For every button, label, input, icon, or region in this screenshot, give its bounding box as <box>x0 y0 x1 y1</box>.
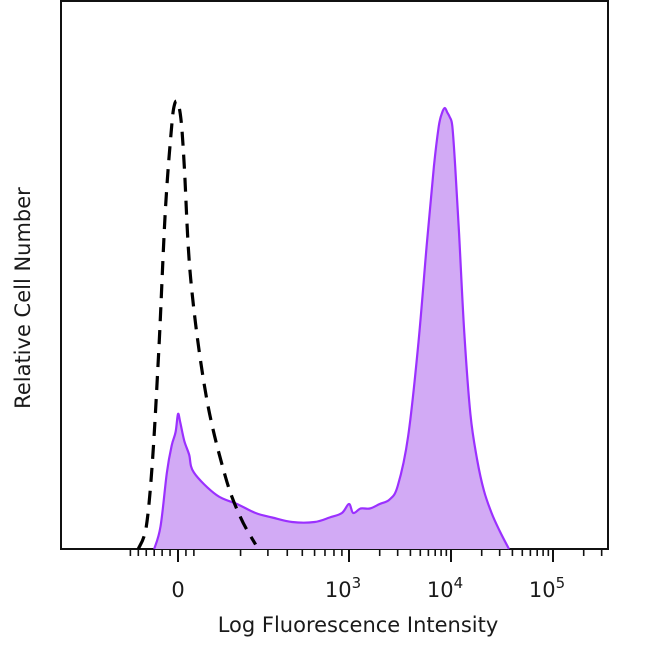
plot-frame <box>60 0 609 550</box>
x-tick-label: 105 <box>529 574 565 602</box>
x-tick-label: 104 <box>427 574 463 602</box>
series-layer <box>136 99 510 550</box>
x-tick-base: 0 <box>171 578 184 602</box>
series-stained-line <box>153 106 510 550</box>
x-tick-exponent: 5 <box>556 574 566 592</box>
x-tick-base: 10 <box>427 578 454 602</box>
x-axis-title: Log Fluorescence Intensity <box>218 613 499 637</box>
x-tick-base: 10 <box>529 578 556 602</box>
x-tick-base: 10 <box>325 578 352 602</box>
tick-labels: 0 103 104 105 <box>171 574 565 602</box>
minor-ticks <box>129 549 603 556</box>
x-tick-label: 103 <box>325 574 361 602</box>
x-tick-exponent: 4 <box>454 574 464 592</box>
series-stained-area <box>154 108 509 549</box>
x-tick-exponent: 3 <box>352 574 362 592</box>
series-control-line <box>136 99 257 550</box>
major-ticks <box>177 549 554 562</box>
y-axis-title: Relative Cell Number <box>11 187 35 409</box>
x-tick-label: 0 <box>171 578 184 602</box>
